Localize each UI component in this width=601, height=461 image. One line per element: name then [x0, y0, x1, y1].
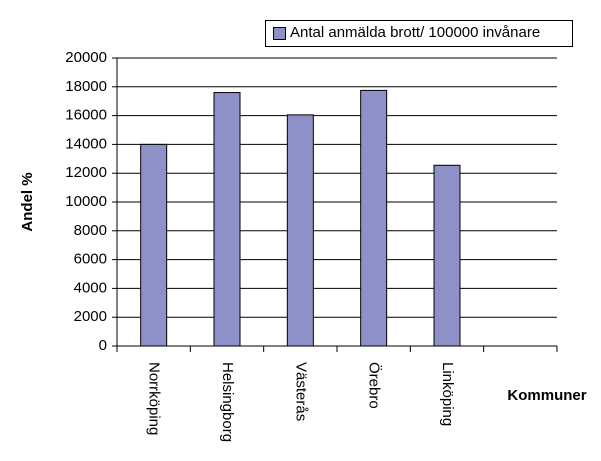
y-tick-label: 20000 [65, 49, 107, 66]
x-tick-label: Örebro [366, 362, 384, 409]
x-tick-label: Västerås [292, 362, 309, 421]
legend-swatch [273, 27, 286, 40]
x-axis-label: Kommuner [507, 387, 586, 404]
bar [360, 89, 388, 347]
y-tick-label: 18000 [65, 78, 107, 95]
y-tick-label: 16000 [65, 107, 107, 124]
y-tick-label: 6000 [74, 251, 107, 268]
y-axis-label: Andel % [19, 172, 36, 231]
y-tick-label: 12000 [65, 164, 107, 181]
x-tick-label: Linköping [439, 362, 456, 426]
bar [213, 92, 241, 347]
y-tick-label: 8000 [74, 222, 107, 239]
bar [433, 164, 461, 347]
y-tick-label: 10000 [65, 193, 107, 210]
y-tick-label: 2000 [74, 308, 107, 325]
y-tick-label: 14000 [65, 135, 107, 152]
y-tick-label: 0 [99, 337, 107, 354]
legend: Antal anmälda brott/ 100000 invånare [265, 20, 573, 47]
bar [286, 114, 314, 347]
bar [140, 143, 168, 347]
y-tick-label: 4000 [74, 279, 107, 296]
x-tick-label: Helsingborg [219, 362, 236, 442]
legend-label: Antal anmälda brott/ 100000 invånare [290, 24, 541, 41]
x-tick-label: Norrköping [146, 362, 163, 435]
